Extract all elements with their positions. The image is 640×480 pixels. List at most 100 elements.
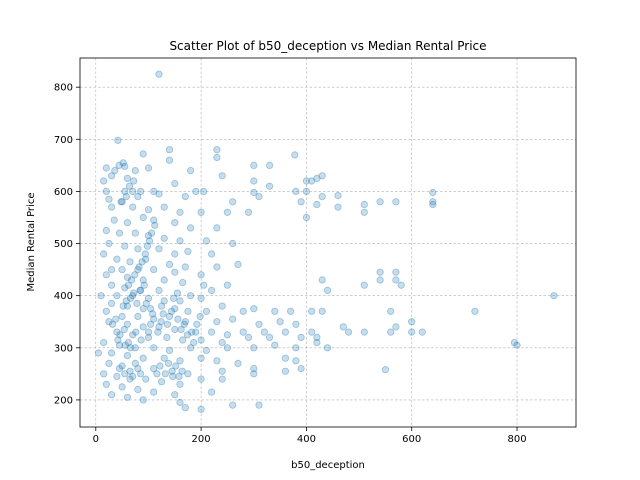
scatter-point [173, 289, 181, 297]
scatter-point [123, 273, 132, 281]
scatter-point [297, 333, 305, 341]
scatter-point [302, 177, 310, 185]
scatter-point [171, 325, 179, 334]
scatter-point [163, 320, 171, 328]
scatter-point [122, 193, 130, 201]
scatter-point [183, 331, 191, 339]
scatter-point [360, 208, 368, 216]
scatter-point [134, 385, 142, 394]
scatter-point [408, 318, 416, 326]
scatter-point [513, 341, 521, 349]
tick-layer: 0 200 400 600 800 200 300 400 500 600 700 800 [54, 83, 527, 445]
scatter-point [229, 401, 237, 409]
scatter-point [100, 370, 108, 378]
scatter-point [281, 367, 289, 375]
scatter-point [302, 213, 310, 222]
scatter-point [202, 237, 210, 245]
scatter-point [129, 372, 137, 380]
scatter-point [150, 216, 158, 224]
scatter-point [213, 263, 221, 271]
scatter-point [187, 344, 195, 352]
scatter-point [129, 203, 137, 211]
scatter-point [139, 150, 147, 158]
scatter-point [102, 307, 110, 315]
scatter-point [139, 354, 147, 362]
scatter-point [244, 208, 253, 216]
scatter-point [123, 302, 132, 310]
scatter-point [131, 167, 139, 175]
y-tick-label: 700 [54, 135, 73, 146]
scatter-point [197, 405, 205, 413]
scatter-point [171, 305, 179, 313]
scatter-point [213, 224, 221, 232]
scatter-point [218, 375, 226, 383]
scatter-point [360, 281, 368, 289]
scatter-point [118, 362, 126, 370]
scatter-point [159, 310, 167, 318]
scatter-point [108, 172, 116, 180]
scatter-point [135, 263, 143, 271]
scatter-point [291, 151, 299, 159]
scatter-point [218, 172, 226, 180]
scatter-point [265, 182, 274, 190]
scatter-point [157, 318, 165, 326]
scatter-point [150, 364, 158, 373]
scatter-point [250, 370, 258, 378]
scatter-point [187, 167, 195, 175]
scatter-point [160, 276, 168, 284]
scatter-point [213, 146, 221, 154]
scatter-point [100, 177, 108, 185]
scatter-point [102, 164, 110, 172]
x-tick-label: 800 [507, 434, 526, 445]
scatter-point [200, 187, 208, 195]
scatter-point [323, 286, 332, 294]
scatter-point [142, 375, 150, 383]
scatter-point [126, 344, 135, 352]
scatter-point [158, 302, 166, 310]
scatter-point [302, 187, 310, 195]
scatter-point [150, 187, 158, 195]
scatter-point [150, 388, 158, 396]
scatter-point [197, 336, 205, 344]
scatter-point [202, 346, 210, 354]
scatter-point [144, 328, 153, 336]
scatter-point [318, 193, 326, 201]
scatter-point [150, 315, 158, 323]
scatter-point [223, 344, 231, 352]
scatter-point [169, 372, 177, 380]
scatter-point [208, 328, 216, 336]
scatter-point [134, 265, 142, 274]
scatter-point [137, 286, 145, 294]
scatter-point [250, 177, 258, 185]
scatter-point [255, 320, 263, 328]
scatter-point [171, 180, 179, 188]
scatter-point [208, 388, 216, 396]
scatter-point [292, 320, 300, 328]
scatter-point [223, 281, 231, 289]
scatter-point [193, 320, 201, 328]
scatter-point [250, 364, 258, 373]
x-axis-title: b50_deception [291, 460, 365, 471]
scatter-point [197, 271, 205, 279]
scatter-point [286, 307, 295, 315]
scatter-point [129, 187, 137, 195]
scatter-point [234, 260, 242, 268]
scatter-point [100, 250, 108, 258]
scatter-point [208, 286, 216, 294]
scatter-point [102, 380, 110, 388]
scatter-point [113, 328, 121, 336]
scatter-point [115, 364, 124, 373]
scatter-point [429, 198, 437, 206]
scatter-point [344, 328, 353, 336]
scatter-point [197, 354, 205, 362]
scatter-point [112, 315, 120, 323]
scatter-point [239, 307, 247, 315]
scatter-point [165, 346, 174, 354]
scatter-point [141, 250, 149, 258]
scatter-point [118, 383, 126, 391]
y-tick-label: 800 [54, 83, 73, 94]
scatter-point [134, 245, 142, 253]
scatter-point [165, 146, 174, 154]
scatter-point [139, 323, 147, 331]
scatter-point [387, 307, 395, 315]
